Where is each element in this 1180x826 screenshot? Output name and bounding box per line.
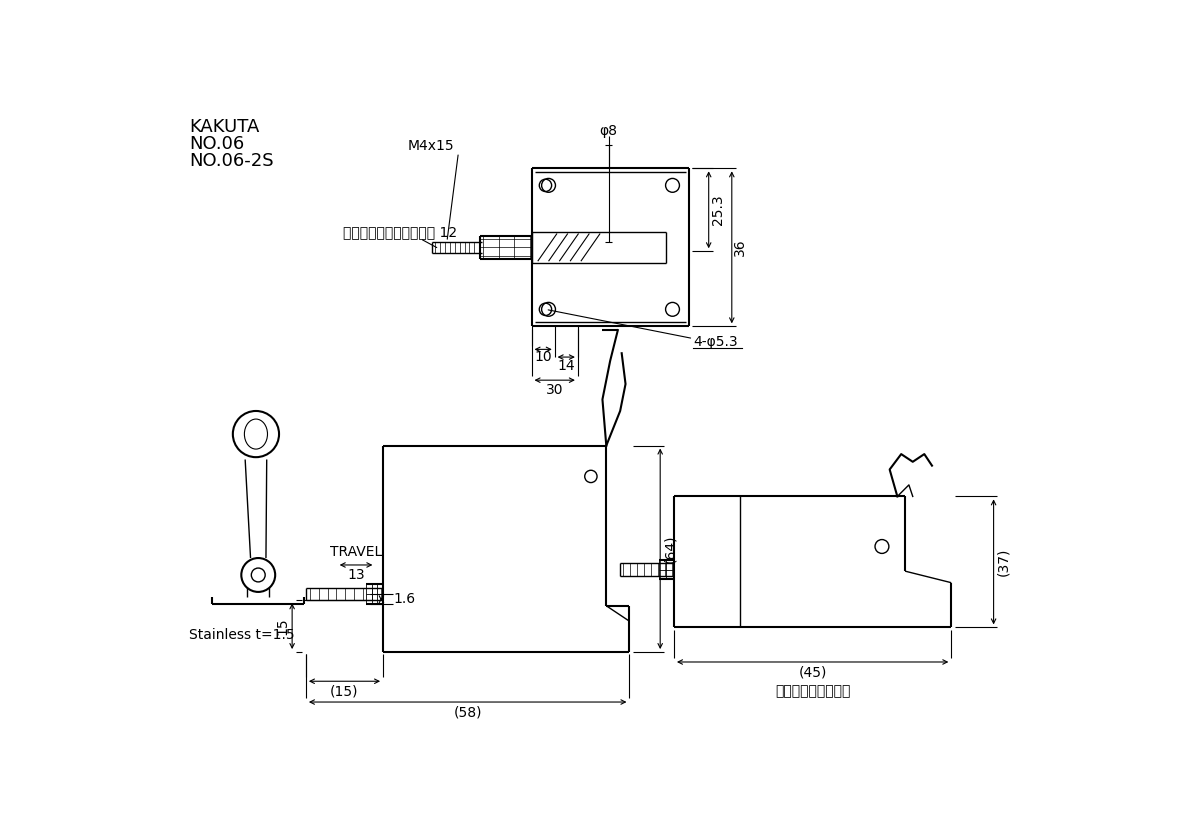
Text: 15: 15 bbox=[276, 617, 290, 635]
Text: (58): (58) bbox=[453, 705, 481, 719]
Text: 1.6: 1.6 bbox=[394, 592, 415, 606]
Text: KAKUTA: KAKUTA bbox=[189, 118, 260, 135]
Text: 13: 13 bbox=[347, 568, 365, 582]
Text: φ8: φ8 bbox=[599, 124, 617, 138]
Text: (37): (37) bbox=[997, 548, 1010, 576]
Text: 30: 30 bbox=[546, 383, 564, 397]
Text: 4-φ5.3: 4-φ5.3 bbox=[694, 335, 738, 349]
Text: TRAVEL: TRAVEL bbox=[330, 545, 382, 559]
Text: シャフト　ネジ穴深さ　 12: シャフト ネジ穴深さ 12 bbox=[343, 225, 457, 240]
Text: 36: 36 bbox=[733, 239, 747, 256]
Text: NO.06-2S: NO.06-2S bbox=[189, 152, 274, 169]
Text: 10: 10 bbox=[535, 350, 552, 364]
Text: Stainless t=1.5: Stainless t=1.5 bbox=[189, 628, 295, 642]
Text: 25.3: 25.3 bbox=[710, 194, 725, 225]
Text: (64): (64) bbox=[663, 534, 677, 563]
Text: (15): (15) bbox=[330, 684, 359, 698]
Text: (45): (45) bbox=[799, 665, 827, 679]
Text: M4x15: M4x15 bbox=[408, 139, 454, 153]
Text: 14: 14 bbox=[557, 358, 575, 373]
Text: ＜アンクランプ時＞: ＜アンクランプ時＞ bbox=[775, 684, 851, 698]
Text: NO.06: NO.06 bbox=[189, 135, 244, 153]
